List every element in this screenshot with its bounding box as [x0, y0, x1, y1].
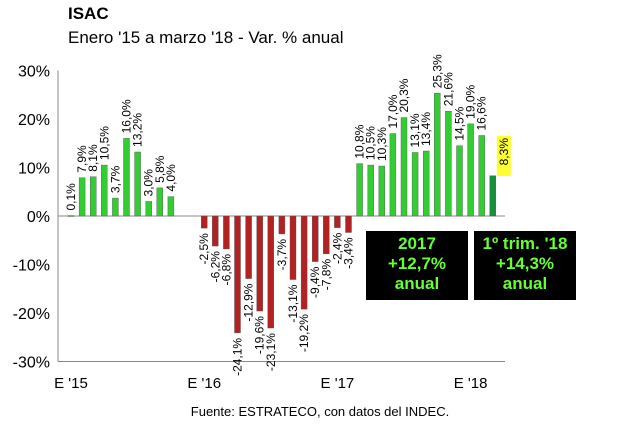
bar — [489, 175, 496, 217]
bar — [234, 215, 241, 334]
bar — [89, 176, 97, 217]
data-label: 14,5% — [453, 106, 467, 140]
data-label: 16,6% — [475, 96, 489, 130]
data-label: 21,6% — [441, 72, 455, 106]
bar — [334, 215, 341, 228]
bar — [101, 164, 108, 217]
data-label: 10,5% — [364, 126, 378, 160]
data-label: -2,5% — [197, 233, 211, 265]
data-label: -3,4% — [342, 237, 356, 269]
chart-title: ISAC — [68, 4, 109, 23]
bar — [278, 215, 286, 235]
bar — [78, 177, 86, 217]
data-label: -12,9% — [242, 283, 256, 321]
bar — [434, 93, 441, 217]
bar — [411, 152, 419, 217]
data-label: 3,0% — [142, 169, 156, 197]
box-line: anual — [502, 274, 548, 293]
q1-2018-box: 1º trim. '18 +14,3% anual — [474, 231, 576, 300]
box-line: anual — [394, 274, 440, 293]
x-tick-label: E '15 — [54, 375, 88, 392]
source-note: Fuente: ESTRATECO, con datos del INDEC. — [190, 404, 450, 419]
y-tick-label: -20% — [13, 306, 50, 323]
data-label: -19,6% — [253, 316, 267, 354]
bar — [167, 196, 175, 217]
y-tick-label: -10% — [13, 258, 50, 275]
bar — [289, 215, 297, 280]
data-label: 5,8% — [153, 155, 167, 183]
data-label: 16,0% — [120, 99, 134, 133]
bar — [400, 117, 408, 217]
data-label: -19,2% — [297, 314, 311, 352]
data-label: -2,4% — [330, 232, 344, 264]
bar — [378, 165, 385, 217]
bar — [300, 215, 308, 310]
bar — [112, 197, 119, 217]
bar — [445, 111, 452, 217]
y-tick-label: -30% — [13, 355, 50, 372]
bar — [467, 123, 474, 217]
bar — [245, 215, 252, 279]
highlight-box — [496, 136, 511, 176]
y-tick-label: 10% — [18, 161, 50, 178]
box-line: 2017 — [398, 234, 436, 253]
bar — [312, 215, 319, 262]
data-label: 7,9% — [75, 145, 89, 173]
bar — [156, 187, 164, 217]
data-label: 13,1% — [408, 113, 422, 147]
bar — [478, 135, 485, 217]
data-label: 20,3% — [397, 78, 411, 112]
data-label: -6,8% — [219, 254, 233, 286]
data-label: 10,5% — [97, 126, 111, 160]
data-label: 3,7% — [108, 165, 122, 193]
data-label: 10,8% — [353, 124, 367, 158]
data-label: 19,0% — [464, 84, 478, 118]
bar — [345, 215, 352, 233]
bar — [123, 138, 130, 217]
x-tick-label: E '17 — [321, 375, 355, 392]
data-label: -13,1% — [286, 284, 300, 322]
data-label: -3,7% — [275, 239, 289, 271]
data-label: 17,0% — [386, 94, 400, 128]
data-label: -9,4% — [308, 266, 322, 298]
y-tick-label: 30% — [18, 64, 50, 81]
bar — [423, 150, 430, 217]
data-label: -7,8% — [319, 259, 333, 291]
x-tick-label: E '16 — [187, 375, 221, 392]
data-label: -6,2% — [208, 251, 222, 283]
bar — [223, 215, 230, 250]
data-label: 13,4% — [419, 112, 433, 146]
box-line: +12,7% — [387, 254, 447, 273]
box-line: +14,3% — [495, 254, 555, 273]
data-label: 4,0% — [164, 164, 178, 192]
data-label: 8,3% — [497, 138, 511, 166]
data-label: 25,3% — [430, 54, 444, 88]
y-tick-label: 20% — [18, 112, 50, 129]
box-line: 1º trim. '18 — [482, 234, 568, 253]
bar — [200, 215, 208, 229]
bar — [67, 215, 75, 217]
y-tick-label: 0% — [27, 209, 50, 226]
data-label: 0,1% — [64, 183, 78, 211]
chart-subtitle: Enero '15 a marzo '18 - Var. % anual — [68, 28, 344, 47]
data-label: 8,1% — [86, 144, 100, 172]
data-label: 10,3% — [375, 127, 389, 161]
bar — [356, 163, 363, 217]
bar — [389, 133, 397, 217]
bar — [367, 164, 374, 217]
annual-2017-box: 2017 +12,7% anual — [366, 231, 468, 300]
bar — [323, 215, 330, 255]
bar — [212, 215, 219, 247]
bar — [134, 151, 141, 217]
data-label: -24,1% — [231, 338, 245, 376]
data-label: 13,2% — [131, 113, 145, 147]
bar — [456, 145, 463, 217]
bar — [267, 215, 274, 329]
data-label: -23,1% — [264, 333, 278, 371]
bar — [145, 201, 152, 217]
x-tick-label: E '18 — [454, 375, 488, 392]
bar — [256, 215, 263, 312]
